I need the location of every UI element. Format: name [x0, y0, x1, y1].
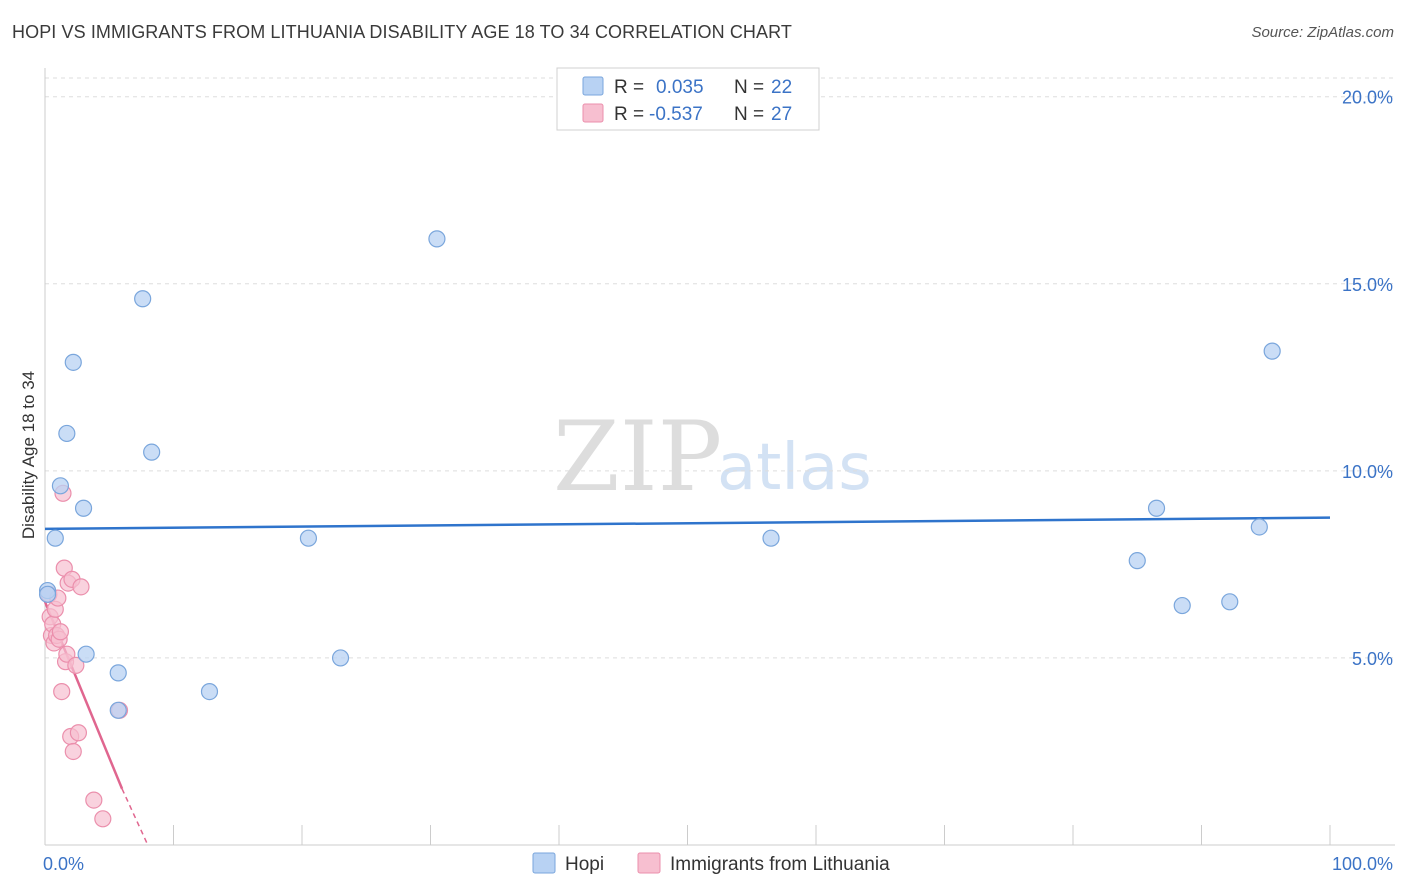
data-point-hopi	[134, 290, 152, 308]
data-point-hopi	[64, 353, 82, 371]
data-point-hopi	[109, 701, 127, 719]
data-point-hopi	[1173, 596, 1191, 615]
watermark: ZIP atlas	[553, 401, 872, 513]
legend-r-value-lithuania: -0.537	[649, 104, 703, 125]
legend-n-value-lithuania: 27	[771, 104, 792, 125]
legend-n-label-lithuania: N =	[734, 104, 764, 125]
data-point-lithuania	[85, 791, 103, 809]
y-tick-label: 5.0%	[1352, 649, 1393, 669]
data-point-hopi	[200, 682, 219, 701]
data-point-lithuania	[69, 724, 88, 742]
watermark-atlas: atlas	[717, 431, 872, 505]
data-point-hopi	[1221, 593, 1239, 611]
legend-n-label-hopi: N =	[734, 77, 764, 98]
data-point-hopi	[762, 529, 780, 547]
x-tick-label: 100.0%	[1332, 854, 1393, 874]
data-point-hopi	[1250, 518, 1268, 536]
bottom-legend-label-hopi: Hopi	[565, 854, 604, 875]
data-point-hopi	[1128, 552, 1146, 570]
trend-line-hopi	[44, 516, 1331, 531]
gridlines	[45, 77, 1395, 659]
bottom-legend-swatch-hopi	[532, 852, 556, 874]
data-point-lithuania	[67, 656, 85, 675]
x-tick-label: 0.0%	[43, 854, 84, 874]
y-tick-label: 15.0%	[1342, 275, 1393, 295]
data-point-hopi	[51, 477, 70, 495]
legend-swatch-lithuania	[582, 103, 604, 123]
y-tick-label: 10.0%	[1342, 462, 1393, 482]
data-point-lithuania	[72, 578, 90, 596]
legend-r-label-lithuania: R =	[614, 104, 644, 125]
chart-title: HOPI VS IMMIGRANTS FROM LITHUANIA DISABI…	[12, 22, 793, 42]
y-tick-labels: 5.0% 10.0% 15.0% 20.0%	[1342, 88, 1393, 669]
legend-top: R = 0.035 N = 22 R = -0.537 N = 27	[556, 67, 820, 131]
legend-r-label-hopi: R =	[614, 77, 644, 98]
legend-r-value-hopi: 0.035	[656, 77, 704, 98]
data-point-lithuania	[53, 682, 71, 701]
data-point-hopi	[143, 443, 161, 461]
data-point-hopi	[109, 664, 127, 682]
data-point-hopi	[58, 424, 76, 443]
data-point-hopi	[331, 649, 350, 667]
legend-swatch-hopi	[582, 76, 604, 96]
data-point-lithuania	[94, 810, 112, 828]
y-axis-label: Disability Age 18 to 34	[19, 371, 38, 539]
data-point-hopi	[428, 230, 446, 248]
trend-line-lithuania-extension	[121, 788, 149, 846]
data-point-lithuania	[64, 742, 82, 761]
data-point-hopi	[46, 529, 64, 547]
data-point-hopi	[299, 529, 318, 547]
x-tick-labels: 0.0% 100.0%	[43, 854, 1393, 874]
bottom-legend-swatch-lithuania	[637, 852, 661, 874]
data-point-hopi	[77, 645, 95, 663]
bottom-legend-label-lithuania: Immigrants from Lithuania	[670, 854, 890, 875]
legend-n-value-hopi: 22	[771, 77, 792, 98]
y-tick-label: 20.0%	[1342, 88, 1393, 108]
chart-source: Source: ZipAtlas.com	[1251, 24, 1394, 41]
data-point-lithuania	[58, 645, 76, 663]
data-point-hopi	[38, 585, 57, 603]
data-points	[38, 230, 1281, 828]
data-point-hopi	[1263, 342, 1281, 360]
axes	[44, 68, 1395, 846]
data-point-hopi	[1147, 499, 1166, 517]
data-point-hopi	[74, 499, 93, 517]
data-point-lithuania	[51, 623, 70, 641]
legend-bottom: Hopi Immigrants from Lithuania	[532, 852, 890, 875]
watermark-zip: ZIP	[553, 401, 722, 513]
